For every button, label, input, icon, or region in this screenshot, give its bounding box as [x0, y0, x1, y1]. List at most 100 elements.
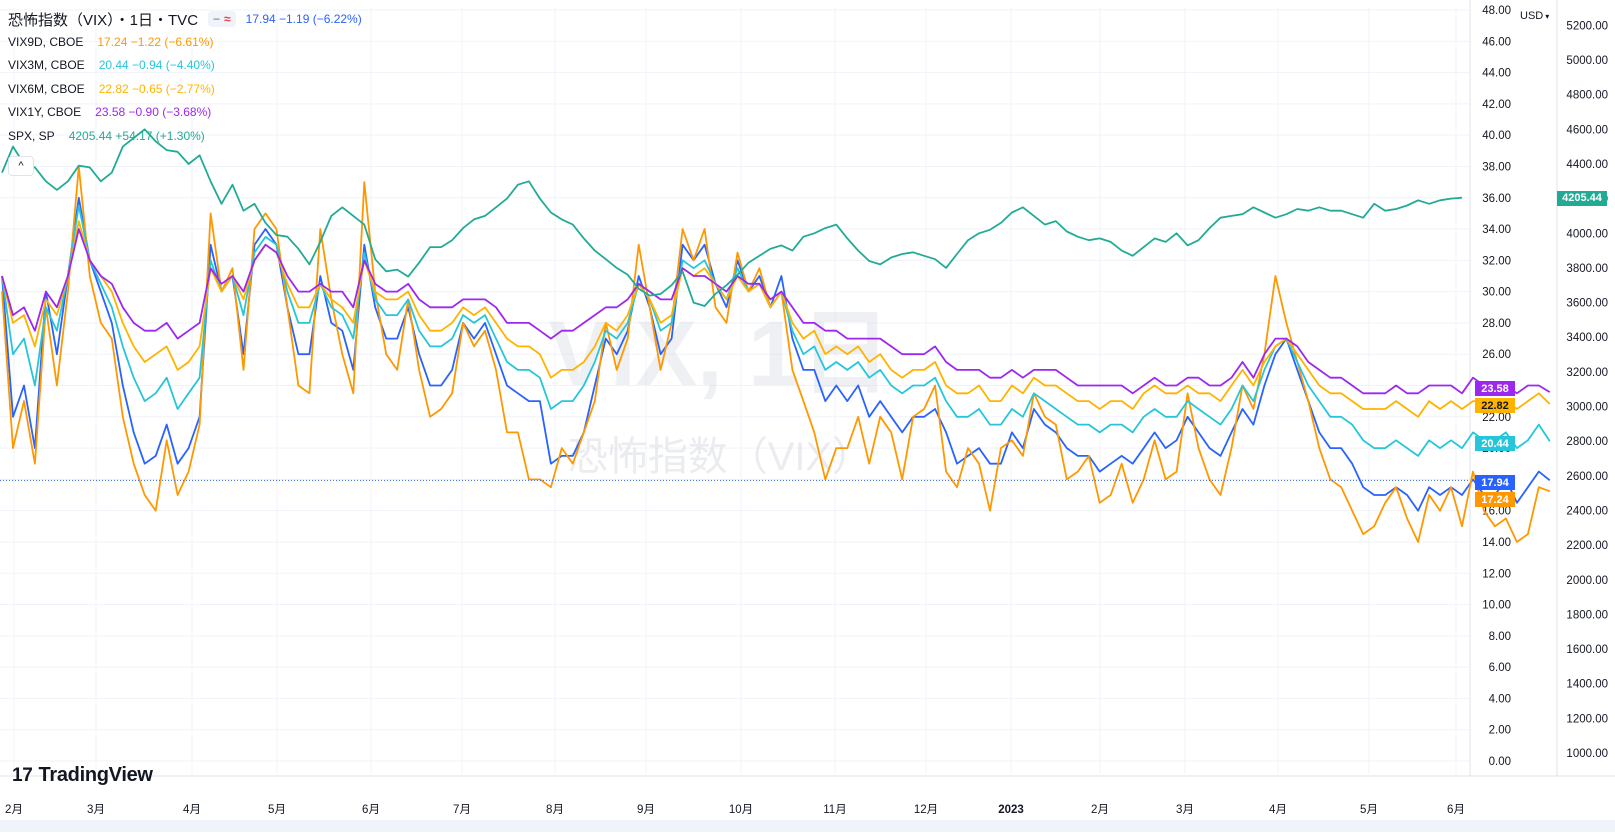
y-right-tick-label: 1400.00 — [1566, 679, 1608, 691]
y-tick-label: 28.00 — [1482, 318, 1511, 330]
series-visibility-toggle[interactable]: − ≈ — [208, 11, 236, 27]
y-tick-label: 16.00 — [1482, 506, 1511, 518]
price-tag: 20.44 — [1475, 436, 1515, 451]
legend-series-name: SPX, SP — [8, 128, 55, 143]
x-tick-label: 2月 — [1091, 804, 1109, 816]
x-tick-label: 3月 — [1176, 804, 1194, 816]
y-tick-label: 30.00 — [1482, 287, 1511, 299]
y-tick-label: 46.00 — [1482, 36, 1511, 48]
y-right-tick-label: 2600.00 — [1566, 471, 1608, 483]
legend-title-row: 恐怖指数（VIX）・1日・TVC − ≈ 17.94 −1.19 (−6.22%… — [8, 8, 362, 30]
x-tick-label: 11月 — [823, 804, 846, 816]
main-quote: 17.94 −1.19 (−6.22%) — [245, 12, 362, 26]
y-tick-label: 2.00 — [1489, 725, 1511, 737]
tradingview-logo: 17 TradingView — [12, 764, 153, 787]
y-right-tick-label: 1200.00 — [1566, 713, 1608, 725]
minus-icon: − — [213, 12, 221, 26]
x-tick-label: 4月 — [183, 804, 201, 816]
chevron-down-icon: ▾ — [1545, 11, 1550, 21]
logo-text: TradingView — [38, 764, 153, 786]
x-tick-label: 3月 — [87, 804, 105, 816]
y-tick-label: 34.00 — [1482, 224, 1511, 236]
x-tick-label: 9月 — [637, 804, 655, 816]
x-tick-label: 10月 — [729, 804, 753, 816]
y-tick-label: 26.00 — [1482, 349, 1511, 361]
x-tick-label: 5月 — [268, 804, 286, 816]
y-right-tick-label: 2000.00 — [1566, 575, 1608, 587]
y-tick-label: 44.00 — [1482, 68, 1511, 80]
y-right-tick-label: 3200.00 — [1566, 367, 1608, 379]
series-line — [1, 228, 1551, 395]
bottom-strip — [0, 820, 1615, 832]
legend-series-name: VIX9D, CBOE — [8, 34, 84, 49]
y-tick-label: 22.00 — [1482, 412, 1511, 424]
y-tick-label: 8.00 — [1489, 631, 1511, 643]
price-tag: 22.82 — [1475, 398, 1515, 413]
x-tick-label: 2023 — [998, 804, 1024, 816]
legend-series-name: VIX6M, CBOE — [8, 81, 85, 96]
approx-icon: ≈ — [224, 12, 231, 26]
legend-row[interactable]: VIX6M, CBOE 22.82 −0.65 (−2.77%) — [8, 77, 362, 101]
x-tick-label: 7月 — [453, 804, 471, 816]
legend-row[interactable]: VIX1Y, CBOE 23.58 −0.90 (−3.68%) — [8, 101, 362, 125]
price-tag: 17.94 — [1475, 475, 1515, 490]
price-tag: 17.24 — [1475, 492, 1515, 507]
y-right-tick-label: 4400.00 — [1566, 159, 1608, 171]
y-tick-label: 14.00 — [1482, 537, 1511, 549]
y-right-tick-label: 4000.00 — [1566, 228, 1608, 240]
chevron-up-icon: ^ — [18, 160, 24, 172]
y-right-tick-label: 3600.00 — [1566, 298, 1608, 310]
y-tick-label: 40.00 — [1482, 130, 1511, 142]
legend-series-quote: 20.44 −0.94 (−4.40%) — [98, 58, 215, 73]
y-tick-label: 10.00 — [1482, 600, 1511, 612]
x-tick-label: 6月 — [1447, 804, 1465, 816]
y-right-tick-label: 2800.00 — [1566, 436, 1608, 448]
legend-series-quote: 22.82 −0.65 (−2.77%) — [98, 81, 215, 96]
y-right-tick-label: 1000.00 — [1566, 748, 1608, 760]
y-right-tick-label: 3400.00 — [1566, 332, 1608, 344]
y-tick-label: 42.00 — [1482, 99, 1511, 111]
tradingview-mark-icon: 17 — [12, 764, 33, 786]
y-tick-label: 38.00 — [1482, 161, 1511, 173]
y-right-tick-label: 4800.00 — [1566, 90, 1608, 102]
legend-series-name: VIX1Y, CBOE — [8, 105, 82, 120]
legend-row[interactable]: SPX, SP 4205.44 +54.17 (+1.30%) — [8, 124, 362, 148]
currency-selector[interactable]: USD ▾ — [1520, 10, 1549, 22]
y-right-tick-label: 3000.00 — [1566, 402, 1608, 414]
x-tick-label: 12月 — [914, 804, 938, 816]
legend: 恐怖指数（VIX）・1日・TVC − ≈ 17.94 −1.19 (−6.22%… — [8, 8, 362, 148]
legend-series-quote: 4205.44 +54.17 (+1.30%) — [68, 128, 205, 143]
y-right-tick-label: 1800.00 — [1566, 609, 1608, 621]
y-tick-label: 4.00 — [1489, 693, 1511, 705]
y-right-tick-label: 2200.00 — [1566, 540, 1608, 552]
x-tick-label: 5月 — [1360, 804, 1378, 816]
price-tag-spx: 4205.44 — [1557, 190, 1607, 206]
legend-series-quote: 17.24 −1.22 (−6.61%) — [97, 34, 214, 49]
y-right-tick-label: 5000.00 — [1566, 55, 1608, 67]
currency-label: USD — [1520, 10, 1544, 22]
x-tick-label: 8月 — [546, 804, 564, 816]
legend-series-name: VIX3M, CBOE — [8, 58, 85, 73]
y-right-tick-label: 1600.00 — [1566, 644, 1608, 656]
y-tick-label: 0.00 — [1489, 756, 1511, 768]
y-tick-label: 32.00 — [1482, 255, 1511, 267]
x-tick-label: 6月 — [362, 804, 380, 816]
legend-row[interactable]: VIX9D, CBOE 17.24 −1.22 (−6.61%) — [8, 30, 362, 54]
x-tick-label: 4月 — [1269, 804, 1287, 816]
y-right-tick-label: 2400.00 — [1566, 505, 1608, 517]
series-line — [1, 196, 1551, 512]
price-tag: 23.58 — [1475, 381, 1515, 396]
y-tick-label: 12.00 — [1482, 568, 1511, 580]
y-right-tick-label: 5200.00 — [1566, 20, 1608, 32]
y-tick-label: 6.00 — [1489, 662, 1511, 674]
y-right-tick-label: 4600.00 — [1566, 124, 1608, 136]
legend-series-quote: 23.58 −0.90 (−3.68%) — [95, 105, 212, 120]
watermark-name: 恐怖指数（VIX） — [568, 435, 872, 479]
y-tick-label: 36.00 — [1482, 193, 1511, 205]
y-right-tick-label: 3800.00 — [1566, 263, 1608, 275]
chart-title: 恐怖指数（VIX）・1日・TVC — [8, 11, 199, 29]
legend-row[interactable]: VIX3M, CBOE 20.44 −0.94 (−4.40%) — [8, 54, 362, 78]
collapse-legend-button[interactable]: ^ — [8, 156, 34, 176]
